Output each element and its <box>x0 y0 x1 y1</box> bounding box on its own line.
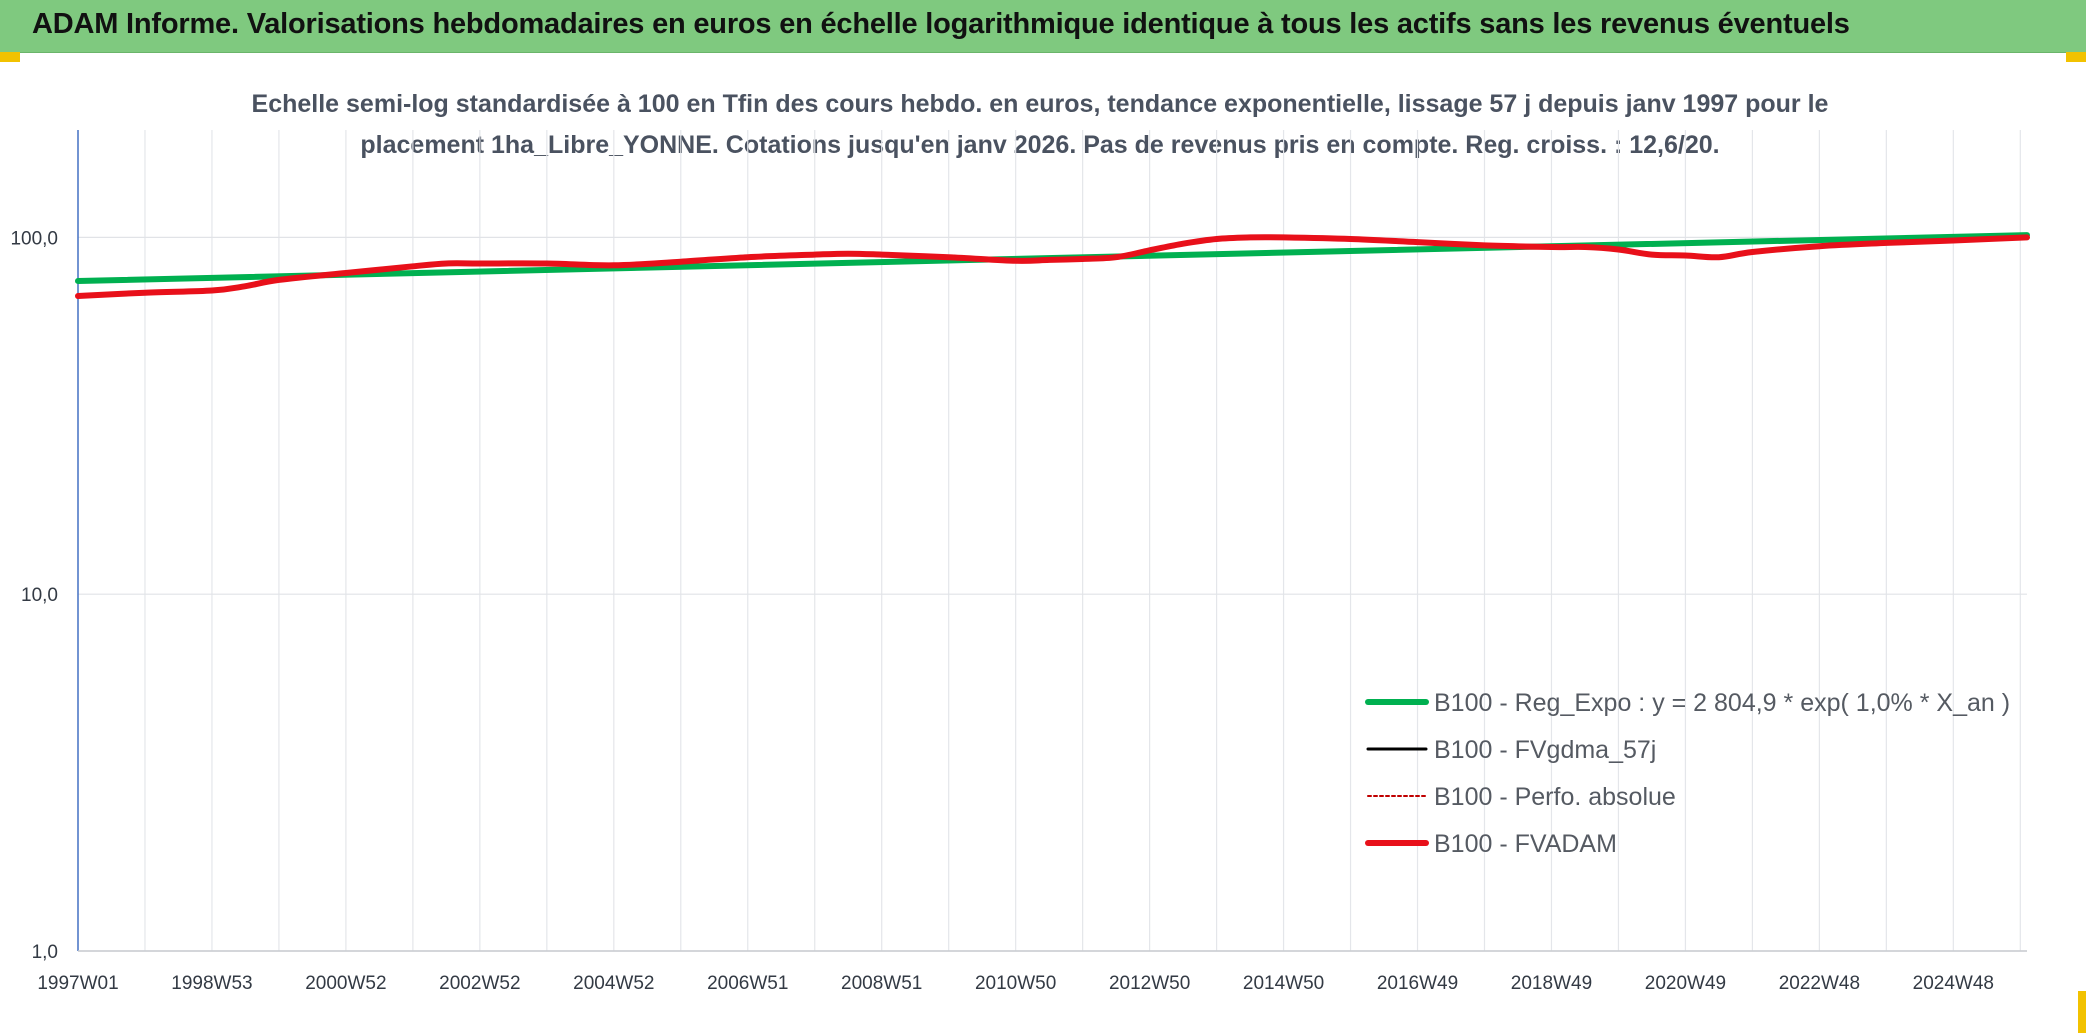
x-tick-label: 2004W52 <box>573 973 654 994</box>
legend-label-2: B100 - Perfo. absolue <box>1434 783 1676 811</box>
x-tick-label: 2012W50 <box>1109 973 1190 994</box>
x-tick-label: 2022W48 <box>1779 973 1860 994</box>
x-tick-label: 2016W49 <box>1377 973 1458 994</box>
y-tick-label: 1,0 <box>32 942 58 963</box>
x-tick-label: 2006W51 <box>707 973 788 994</box>
corner-marker-left <box>0 52 20 62</box>
x-tick-label: 2010W50 <box>975 973 1056 994</box>
banner-title: ADAM Informe. Valorisations hebdomadaire… <box>32 8 1850 40</box>
series-layer <box>75 232 2030 299</box>
legend-label-3: B100 - FVADAM <box>1434 830 1617 858</box>
x-tick-label: 2018W49 <box>1511 973 1592 994</box>
chart-subtitle-line-2: placement 1ha_Libre_YONNE. Cotations jus… <box>360 131 1719 159</box>
corner-marker-bottom-right <box>2078 991 2086 1033</box>
y-tick-label: 10,0 <box>21 585 58 606</box>
x-tick-label: 2002W52 <box>439 973 520 994</box>
chart-subtitle-line-1: Echelle semi-log standardisée à 100 en T… <box>252 90 1829 118</box>
series-line-3 <box>75 234 2030 299</box>
x-tick-label: 2014W50 <box>1243 973 1324 994</box>
x-tick-label: 2008W51 <box>841 973 922 994</box>
x-tick-label: 2000W52 <box>305 973 386 994</box>
x-tick-label: 2024W48 <box>1913 973 1994 994</box>
x-tick-label: 2020W49 <box>1645 973 1726 994</box>
x-tick-label: 1997W01 <box>37 973 118 994</box>
legend: B100 - Reg_Expo : y = 2 804,9 * exp( 1,0… <box>1365 689 2010 858</box>
axes: 1,0 10,0 100,0 1997W01 1998W53 2000W52 2002W52… <box>10 130 2027 994</box>
x-tick-label: 1998W53 <box>171 973 252 994</box>
corner-marker-right <box>2066 52 2086 62</box>
legend-label-0: B100 - Reg_Expo : y = 2 804,9 * exp( 1,0… <box>1434 689 2010 717</box>
legend-label-1: B100 - FVgdma_57j <box>1434 736 1656 764</box>
y-tick-label: 100,0 <box>10 228 58 249</box>
title-banner: ADAM Informe. Valorisations hebdomadaire… <box>0 0 2086 53</box>
